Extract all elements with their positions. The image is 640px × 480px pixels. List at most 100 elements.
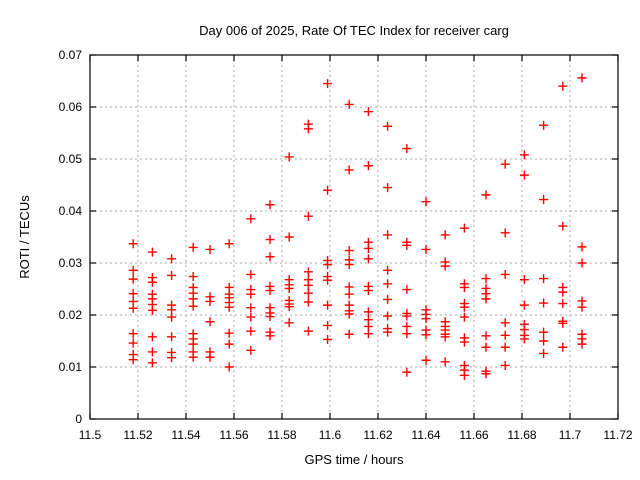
x-tick-label: 11.54 (171, 428, 200, 442)
data-point-marker (383, 230, 393, 240)
data-point-marker (224, 328, 234, 338)
data-point-marker (519, 170, 529, 180)
data-point-marker (284, 232, 294, 242)
data-point-marker (539, 336, 549, 346)
data-point-marker (188, 272, 198, 282)
data-point-marker (577, 73, 587, 83)
data-point-marker (383, 311, 393, 321)
data-point-marker (539, 298, 549, 308)
data-point-marker (205, 352, 215, 362)
data-point-marker (265, 312, 275, 322)
data-point-marker (363, 161, 373, 171)
data-point-marker (128, 355, 138, 365)
data-point-marker (421, 355, 431, 365)
data-point-marker (500, 342, 510, 352)
data-point-marker (128, 274, 138, 284)
data-point-marker (147, 305, 157, 315)
data-point-marker (459, 223, 469, 233)
data-point-marker (500, 360, 510, 370)
x-tick-label: 11.66 (459, 428, 488, 442)
data-point-marker (147, 347, 157, 357)
data-point-marker (421, 244, 431, 254)
data-point-marker (128, 289, 138, 299)
data-point-marker (246, 326, 256, 336)
data-point-marker (402, 144, 412, 154)
data-point-marker (539, 195, 549, 205)
y-tick-label: 0.01 (59, 360, 83, 374)
data-point-marker (344, 329, 354, 339)
data-point-marker (128, 265, 138, 275)
data-point-marker (402, 285, 412, 295)
data-point-marker (519, 150, 529, 160)
data-point-marker (205, 244, 215, 254)
data-point-marker (188, 242, 198, 252)
data-point-marker (284, 152, 294, 162)
data-point-marker (539, 274, 549, 284)
data-point-marker (363, 243, 373, 253)
data-point-marker (246, 345, 256, 355)
y-tick-label: 0.06 (59, 100, 83, 114)
data-point-marker (128, 303, 138, 313)
x-axis-label: GPS time / hours (305, 452, 404, 467)
x-tick-label: 11.64 (411, 428, 440, 442)
data-point-marker (500, 318, 510, 328)
data-point-marker (421, 314, 431, 324)
data-point-marker (167, 254, 177, 264)
data-point-marker (500, 228, 510, 238)
data-point-marker (402, 329, 412, 339)
data-point-marker (303, 280, 313, 290)
data-point-marker (323, 79, 333, 89)
data-point-marker (440, 230, 450, 240)
data-point-marker (323, 320, 333, 330)
data-point-marker (402, 367, 412, 377)
data-point-marker (440, 332, 450, 342)
data-point-marker (147, 247, 157, 257)
data-point-marker (558, 318, 568, 328)
tick-labels: 11.5 11.52 11.54 11.56 11.58 11.6 11.62 11.64 11… (59, 48, 633, 442)
data-point-marker (519, 334, 529, 344)
x-tick-label: 11.5 (79, 428, 102, 442)
data-point-marker (167, 270, 177, 280)
x-tick-label: 11.6 (319, 428, 342, 442)
data-point-marker (323, 300, 333, 310)
data-point-marker (284, 302, 294, 312)
data-point-marker (265, 331, 275, 341)
x-tick-label: 11.58 (267, 428, 296, 442)
data-point-marker (246, 303, 256, 313)
data-points (128, 73, 587, 380)
y-axis-label: ROTI / TECUs (17, 195, 32, 279)
x-tick-label: 11.72 (603, 428, 632, 442)
data-point-marker (383, 294, 393, 304)
data-point-marker (459, 370, 469, 380)
data-point-marker (167, 332, 177, 342)
data-point-marker (459, 282, 469, 292)
data-point-marker (323, 185, 333, 195)
data-point-marker (481, 294, 491, 304)
gridlines (90, 55, 618, 419)
data-point-marker (224, 362, 234, 372)
data-point-marker (188, 301, 198, 311)
data-point-marker (402, 240, 412, 250)
data-point-marker (577, 258, 587, 268)
data-point-marker (481, 274, 491, 284)
data-point-marker (188, 352, 198, 362)
data-point-marker (303, 326, 313, 336)
data-point-marker (265, 286, 275, 296)
x-tick-label: 11.56 (219, 428, 248, 442)
x-tick-label: 11.7 (559, 428, 582, 442)
data-point-marker (577, 302, 587, 312)
data-point-marker (224, 339, 234, 349)
data-point-marker (481, 331, 491, 341)
data-point-marker (205, 317, 215, 327)
data-point-marker (167, 353, 177, 363)
data-point-marker (265, 252, 275, 262)
data-point-marker (303, 288, 313, 298)
data-point-marker (363, 307, 373, 317)
data-point-marker (539, 348, 549, 358)
data-point-marker (246, 214, 256, 224)
data-point-marker (323, 334, 333, 344)
data-point-marker (558, 342, 568, 352)
data-point-marker (147, 277, 157, 287)
y-tick-label: 0.04 (59, 204, 83, 218)
